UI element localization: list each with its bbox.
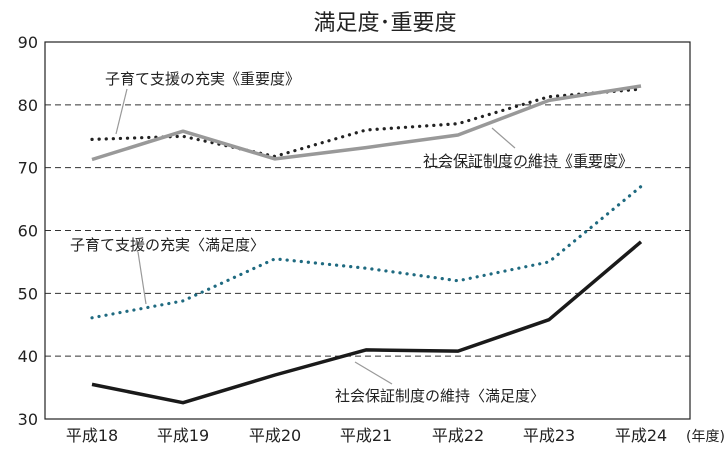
series-line-3 [90, 184, 643, 320]
y-tick-label: 80 [18, 96, 38, 115]
y-tick-label: 90 [18, 33, 38, 52]
x-tick-label: 平成24 [615, 426, 667, 445]
annotation-childcare-importance: 子育て支援の充実《重要度》 [105, 70, 300, 88]
annotation-social-importance: 社会保証制度の維持《重要度》 [423, 152, 633, 170]
leader-line-childcare-importance [115, 88, 128, 135]
leader-line-social-satisfaction [354, 361, 393, 385]
series-line-2 [91, 84, 642, 162]
annotation-social-satisfaction: 社会保証制度の維持〈満足度〉 [335, 387, 545, 405]
series-lines [90, 84, 643, 405]
x-tick-label: 平成21 [340, 426, 392, 445]
x-axis-ticks: 平成18 平成19 平成20 平成21 平成22 平成23 平成24 [66, 426, 667, 445]
x-tick-label: 平成18 [66, 426, 118, 445]
y-tick-label: 70 [18, 159, 38, 178]
chart-title: 満足度･重要度 [313, 11, 456, 36]
y-tick-label: 30 [18, 410, 38, 429]
leader-line-social-importance [491, 127, 516, 149]
series-line-1 [90, 87, 643, 158]
leader-line-childcare-satisfaction [137, 251, 147, 305]
x-axis-unit: (年度) [686, 429, 724, 445]
x-tick-label: 平成23 [523, 426, 575, 445]
y-axis-ticks: 30 40 50 60 70 80 90 [18, 33, 38, 429]
plot-frame [44, 41, 691, 420]
y-tick-label: 40 [18, 347, 38, 366]
grid-lines [45, 104, 690, 357]
y-tick-label: 60 [18, 222, 38, 241]
x-tick-label: 平成20 [249, 426, 301, 445]
series-line-4 [91, 240, 643, 405]
x-tick-label: 平成19 [157, 426, 209, 445]
annotation-childcare-satisfaction: 子育て支援の充実〈満足度〉 [70, 236, 265, 254]
x-tick-label: 平成22 [432, 426, 484, 445]
y-tick-label: 50 [18, 284, 38, 303]
